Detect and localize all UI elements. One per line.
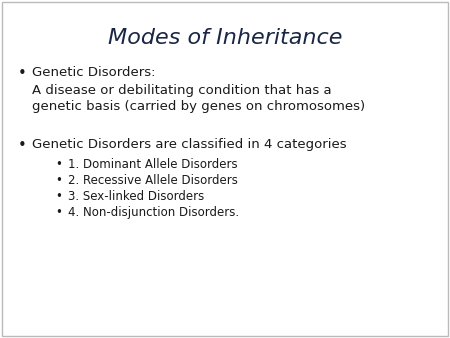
Text: •: • (18, 66, 27, 81)
Text: 3. Sex-linked Disorders: 3. Sex-linked Disorders (68, 190, 204, 203)
Text: A disease or debilitating condition that has a: A disease or debilitating condition that… (32, 84, 332, 97)
Text: genetic basis (carried by genes on chromosomes): genetic basis (carried by genes on chrom… (32, 100, 365, 113)
Text: •: • (55, 190, 62, 203)
Text: •: • (55, 206, 62, 219)
Text: Genetic Disorders:: Genetic Disorders: (32, 66, 156, 79)
Text: 4. Non-disjunction Disorders.: 4. Non-disjunction Disorders. (68, 206, 239, 219)
Text: 2. Recessive Allele Disorders: 2. Recessive Allele Disorders (68, 174, 238, 187)
Text: •: • (18, 138, 27, 153)
Text: •: • (55, 174, 62, 187)
Text: •: • (55, 158, 62, 171)
Text: Genetic Disorders are classified in 4 categories: Genetic Disorders are classified in 4 ca… (32, 138, 346, 151)
Text: Modes of Inheritance: Modes of Inheritance (108, 28, 342, 48)
Text: 1. Dominant Allele Disorders: 1. Dominant Allele Disorders (68, 158, 238, 171)
